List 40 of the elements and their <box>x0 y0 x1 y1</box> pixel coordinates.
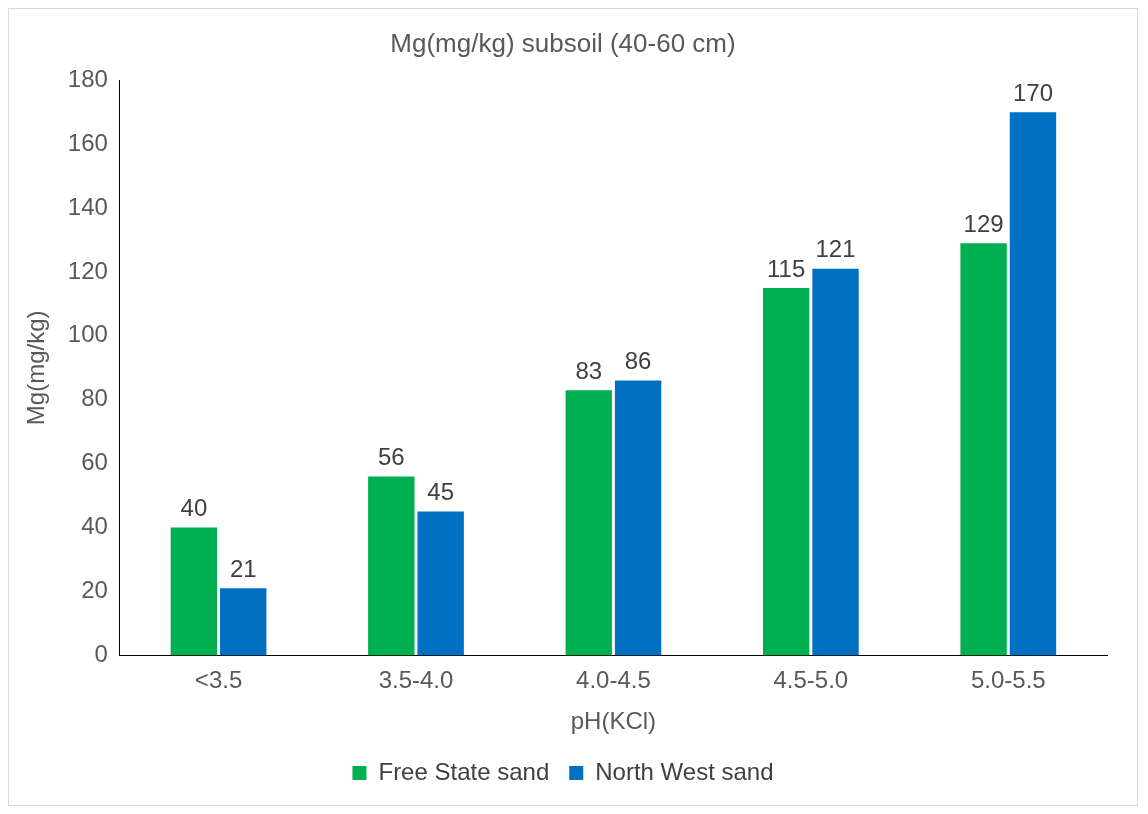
y-tick-label: 20 <box>81 576 108 604</box>
y-tick-label: 140 <box>67 192 108 220</box>
y-tick-label: 60 <box>81 448 108 476</box>
legend-label: North West sand <box>595 757 774 785</box>
y-tick-label: 120 <box>67 256 108 284</box>
bar <box>565 390 612 656</box>
data-label: 129 <box>963 209 1004 237</box>
data-label: 86 <box>624 347 652 375</box>
bar <box>1009 112 1057 656</box>
y-tick-label: 160 <box>67 128 108 156</box>
legend-label: Free State sand <box>378 757 550 785</box>
data-label: 83 <box>575 356 603 384</box>
chart-title: Mg(mg/kg) subsoil (40-60 cm) <box>390 27 736 58</box>
data-label: 56 <box>377 443 405 471</box>
data-label: 45 <box>427 478 455 506</box>
bar <box>220 588 267 656</box>
data-label: 115 <box>767 254 806 282</box>
x-tick-label: 4.5-5.0 <box>773 666 849 694</box>
y-tick-label: 100 <box>67 320 108 348</box>
bar <box>762 287 810 656</box>
y-tick-label: 40 <box>81 512 108 540</box>
bar <box>812 268 859 656</box>
data-label: 121 <box>815 235 856 263</box>
x-tick-label: 4.0-4.5 <box>576 666 651 694</box>
y-axis-title: Mg(mg/kg) <box>22 310 50 426</box>
bar <box>614 380 662 656</box>
x-tick-label: <3.5 <box>194 666 243 694</box>
bar <box>170 527 218 656</box>
x-tick-label: 3.5-4.0 <box>378 666 454 694</box>
x-tick-label: 5.0-5.5 <box>970 666 1046 694</box>
data-label: 170 <box>1012 78 1053 106</box>
bar <box>960 243 1007 656</box>
x-axis-title: pH(KCl) <box>570 707 657 735</box>
y-tick-label: 0 <box>94 640 108 668</box>
data-label: 21 <box>229 554 257 582</box>
y-tick-label: 180 <box>67 64 108 92</box>
y-tick-label: 80 <box>81 384 108 412</box>
bar <box>368 476 415 656</box>
data-label: 40 <box>180 494 208 522</box>
bar <box>417 511 464 656</box>
